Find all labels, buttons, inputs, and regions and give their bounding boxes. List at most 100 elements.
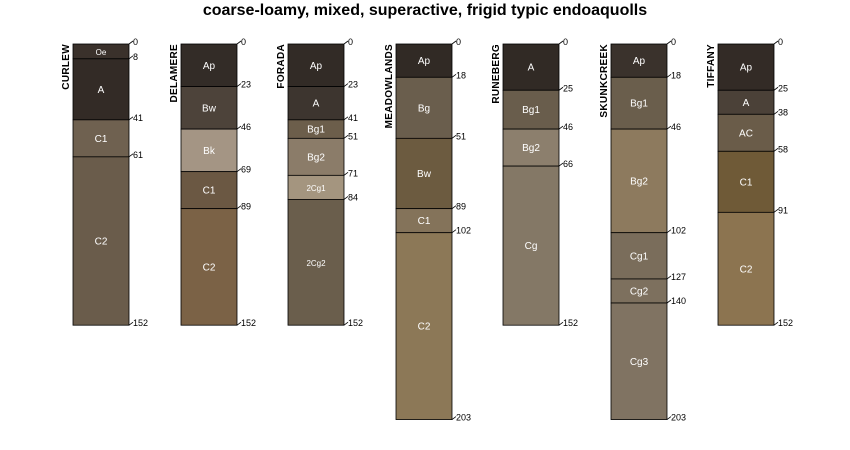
horizon-label: Bk (203, 146, 216, 157)
profile-name-runeberg: RUNEBERG (491, 44, 502, 104)
depth-tick (773, 86, 779, 91)
depth-label: 102 (671, 226, 686, 236)
horizon-label: AC (739, 128, 753, 139)
depth-label: 8 (133, 52, 138, 62)
horizon-label: Ap (310, 61, 323, 72)
depth-tick (558, 321, 564, 326)
horizon-delamere-bw (180, 86, 238, 130)
horizon-label: C1 (95, 134, 108, 145)
depth-tick (558, 125, 564, 130)
horizon-label: Cg3 (630, 357, 649, 368)
profile-name-curlew: CURLEW (61, 44, 72, 90)
depth-label: 51 (348, 131, 358, 141)
depth-tick (558, 40, 564, 45)
horizon-forada-2cg1 (287, 174, 345, 200)
depth-tick (236, 83, 242, 87)
horizon-label: Bg (418, 103, 430, 114)
depth-tick (451, 205, 457, 209)
profile-name-skunkcreek: SKUNKCREEK (599, 44, 610, 118)
depth-tick (451, 40, 457, 45)
horizon-label: Bg1 (630, 99, 648, 110)
horizon-label: 2Cg2 (306, 259, 326, 268)
depth-tick (666, 229, 672, 234)
depth-label: 0 (563, 37, 568, 47)
horizon-label: Bg2 (630, 176, 648, 187)
depth-tick (666, 125, 672, 130)
profile-name-meadowlands: MEADOWLANDS (384, 44, 395, 128)
horizon-label: Ap (740, 63, 753, 74)
depth-tick (343, 83, 349, 87)
depth-tick (666, 73, 672, 78)
horizon-delamere-ap (180, 43, 238, 87)
depth-tick (343, 196, 349, 200)
depth-tick (128, 321, 134, 326)
depth-label: 152 (241, 318, 256, 328)
depth-tick (236, 40, 242, 45)
depth-label: 152 (348, 318, 363, 328)
depth-tick (128, 116, 134, 121)
horizon-label: Bw (202, 103, 217, 114)
horizon-forada-ap (287, 43, 345, 87)
depth-label: 41 (133, 113, 143, 123)
horizon-runeberg-a (502, 43, 560, 91)
horizon-label: Bg1 (522, 105, 540, 116)
depth-label: 25 (563, 83, 573, 93)
depth-tick (343, 172, 349, 176)
horizon-forada-a (287, 86, 345, 121)
depth-label: 203 (456, 413, 471, 423)
horizon-label: Bg2 (522, 143, 540, 154)
depth-label: 18 (671, 70, 681, 80)
horizon-skunkcreek-bg2 (610, 128, 668, 234)
depth-tick (773, 110, 779, 115)
depth-tick (343, 116, 349, 121)
horizon-label: A (528, 63, 535, 74)
depth-label: 89 (456, 202, 466, 212)
depth-tick (773, 147, 779, 152)
horizon-delamere-c1 (180, 171, 238, 210)
depth-tick (558, 86, 564, 91)
horizon-skunkcreek-cg3 (610, 302, 668, 420)
horizon-runeberg-cg (502, 165, 560, 326)
depth-label: 152 (133, 318, 148, 328)
depth-tick (773, 40, 779, 45)
horizon-meadowlands-c2 (395, 232, 453, 420)
depth-label: 102 (456, 226, 471, 236)
depth-tick (236, 168, 242, 172)
chart-title: coarse-loamy, mixed, superactive, frigid… (202, 2, 648, 19)
horizon-curlew-c1 (72, 119, 130, 158)
depth-tick (666, 299, 672, 304)
depth-label: 84 (348, 192, 358, 202)
profile-name-tiffany: TIFFANY (706, 44, 717, 88)
depth-tick (236, 205, 242, 209)
horizon-label: C2 (95, 237, 108, 248)
horizon-forada-bg2 (287, 137, 345, 176)
depth-tick (666, 275, 672, 280)
horizon-delamere-c2 (180, 208, 238, 326)
horizon-label: A (98, 85, 105, 96)
depth-tick (666, 40, 672, 45)
depth-label: 152 (563, 318, 578, 328)
horizon-tiffany-a (717, 89, 775, 115)
horizon-meadowlands-bg (395, 76, 453, 139)
depth-label: 46 (241, 122, 251, 132)
horizon-label: A (313, 99, 320, 110)
depth-tick (128, 55, 134, 60)
depth-label: 0 (348, 37, 353, 47)
depth-label: 0 (671, 37, 676, 47)
depth-label: 140 (671, 296, 686, 306)
depth-label: 203 (671, 413, 686, 423)
depth-label: 0 (133, 37, 138, 47)
depth-tick (451, 416, 457, 420)
horizon-label: C2 (740, 264, 753, 275)
horizon-delamere-bk (180, 128, 238, 173)
depth-tick (773, 209, 779, 213)
horizon-runeberg-bg1 (502, 89, 560, 130)
depth-label: 38 (778, 107, 788, 117)
depth-label: 23 (241, 80, 251, 90)
depth-label: 25 (778, 83, 788, 93)
depth-tick (128, 40, 134, 45)
horizon-label: Cg1 (630, 251, 649, 262)
depth-tick (343, 135, 349, 139)
horizon-forada-2cg2 (287, 198, 345, 326)
